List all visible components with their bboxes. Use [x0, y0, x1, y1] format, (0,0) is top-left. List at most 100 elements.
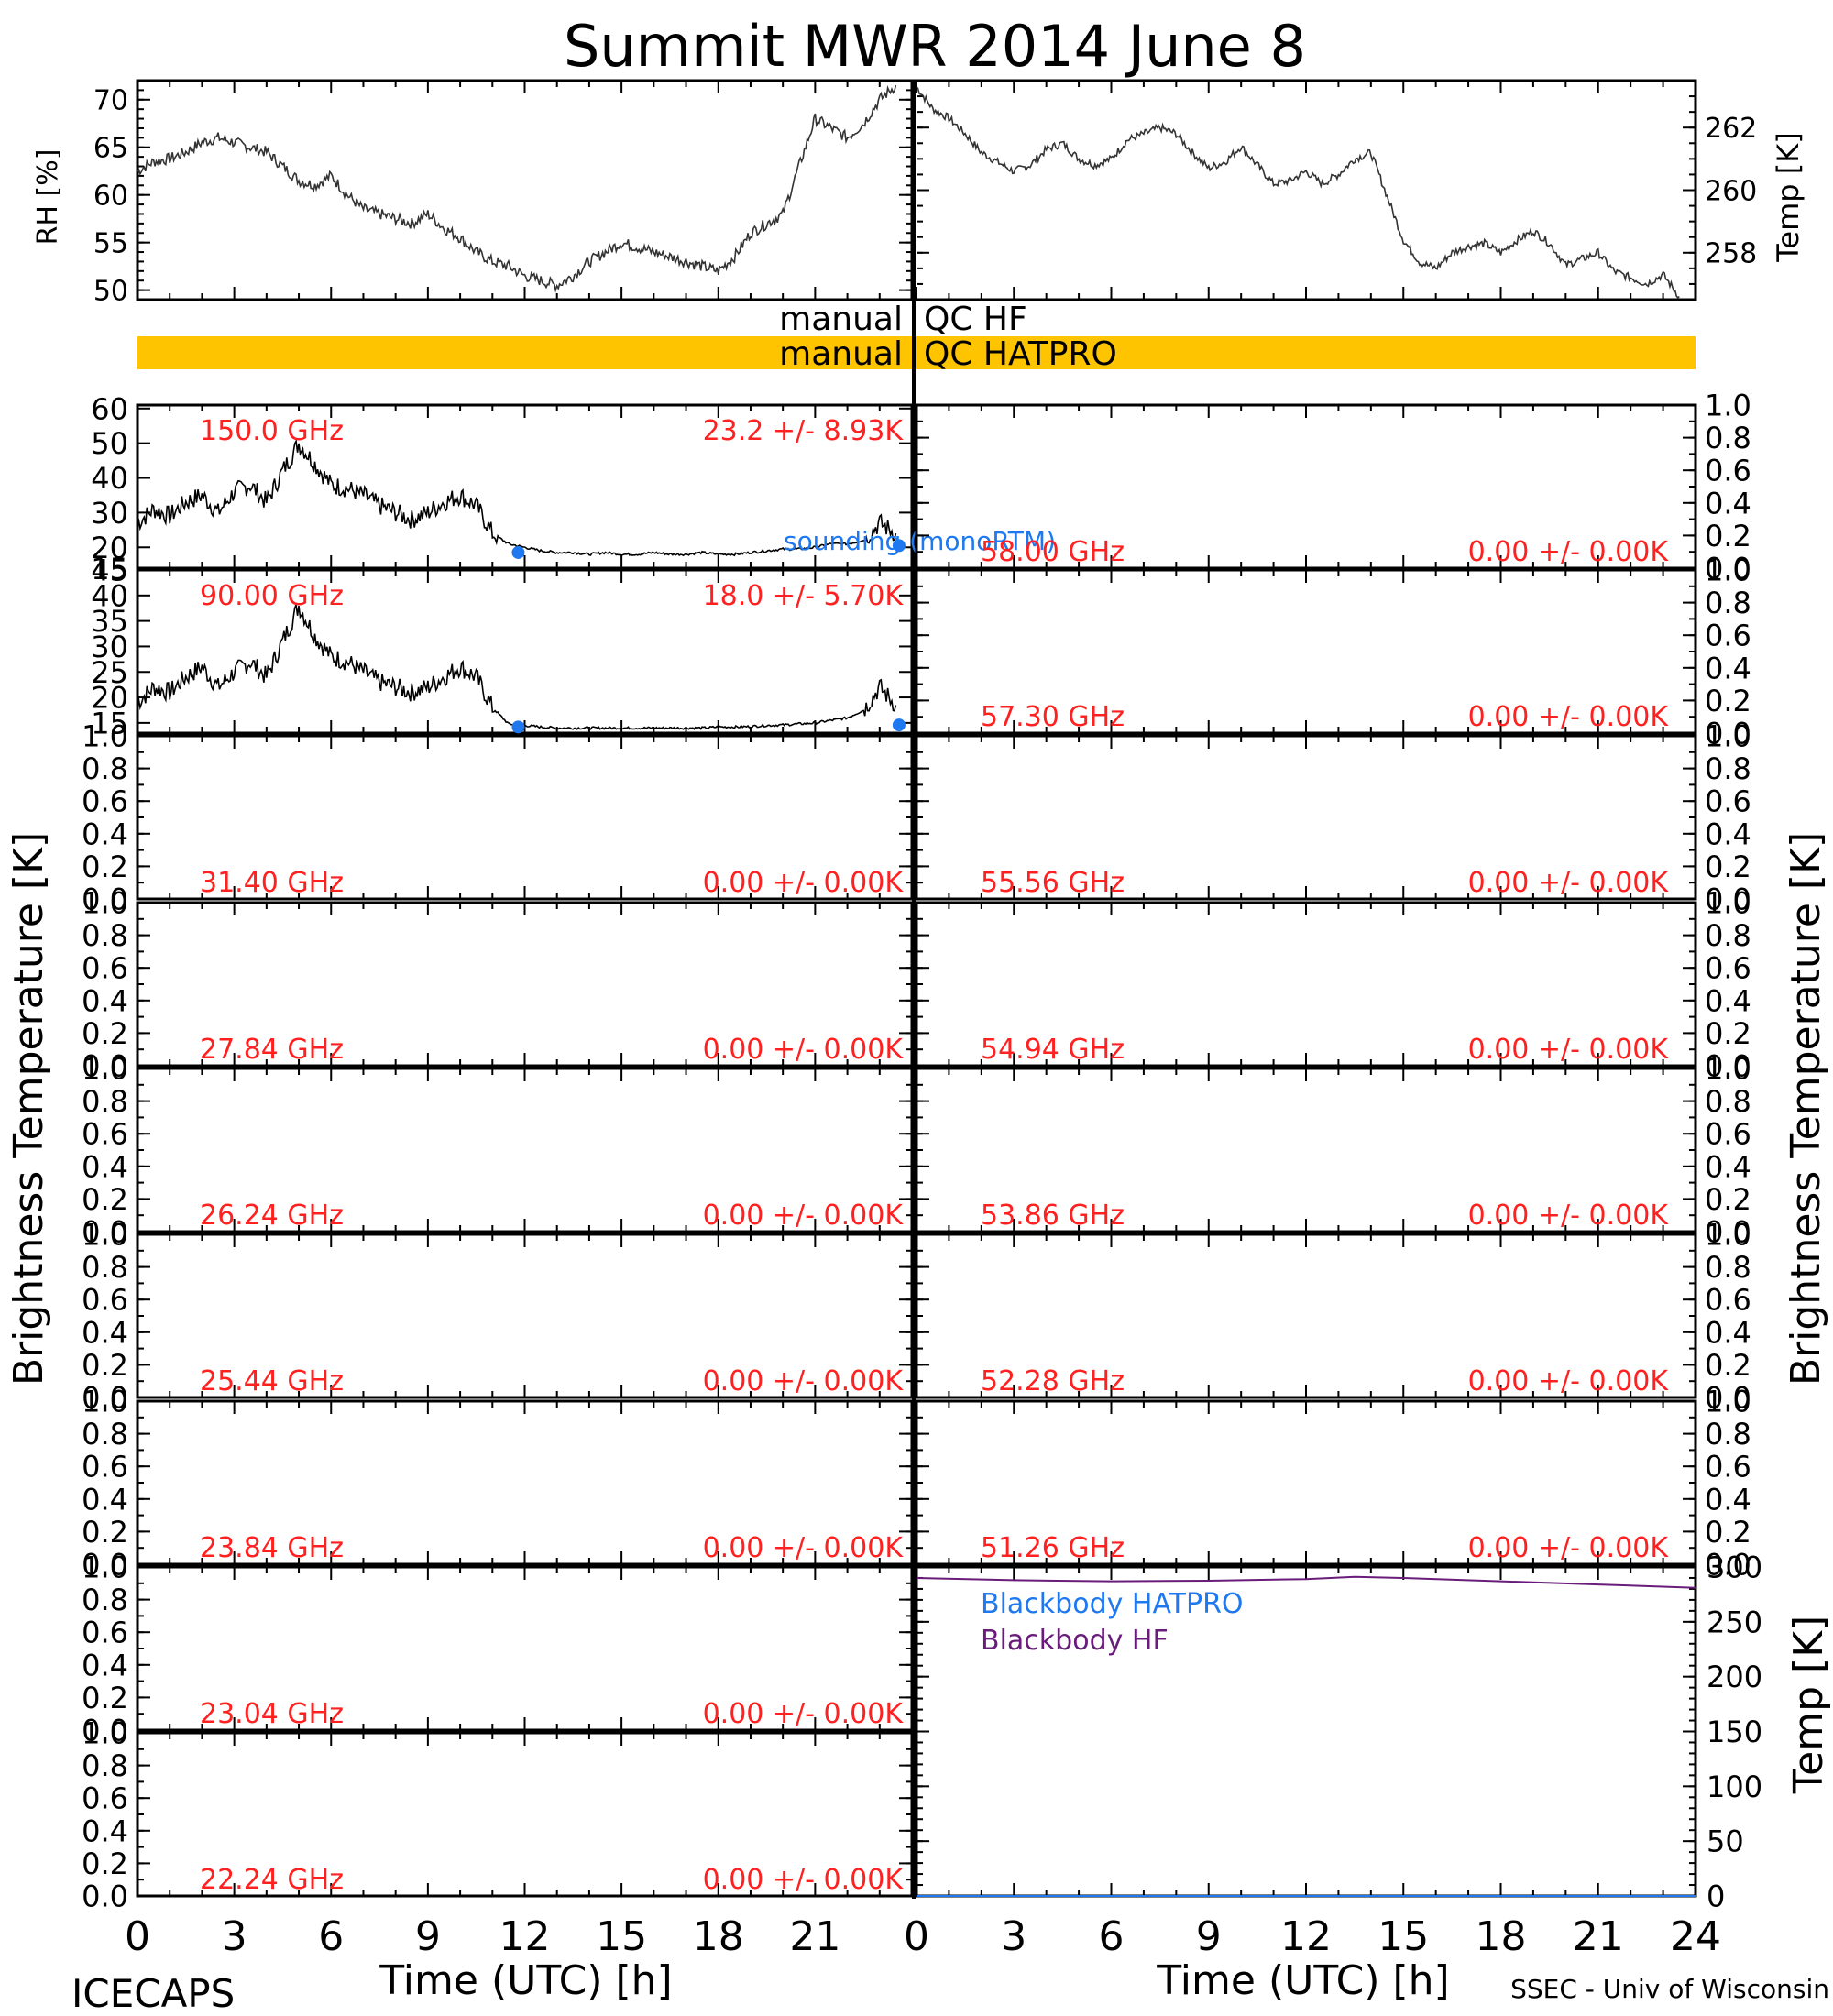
tb-tick-label: 0.0	[82, 882, 128, 917]
panel-x-ticks	[137, 405, 913, 568]
channel-stats: 0.00 +/- 0.00K	[703, 1365, 905, 1397]
tb-tick-label: 1.0	[1705, 389, 1751, 423]
tb-tick-label: 0.8	[1705, 918, 1751, 953]
channel-label: 51.26 GHz	[981, 1532, 1125, 1564]
qc-hf-left: manual	[779, 301, 903, 338]
tb-tick-label: 0.6	[1705, 619, 1751, 653]
panel-y-ticks	[137, 902, 912, 1067]
tb-tick-label: 0.4	[1705, 983, 1751, 1018]
tb-tick-label: 0.6	[1705, 1117, 1751, 1152]
x-tick-label: 9	[415, 1913, 441, 1960]
tb-tick-label: 0.2	[1705, 1182, 1751, 1217]
x-tick-label: 15	[596, 1913, 647, 1960]
tb-tick-label: 0.6	[82, 784, 128, 819]
temp-series	[916, 86, 1680, 299]
channel-label: 52.28 GHz	[981, 1365, 1125, 1397]
panel-y-ticks	[916, 902, 1696, 1067]
panel-y-ticks	[137, 1566, 912, 1731]
tb-tick-label: 45	[91, 553, 128, 588]
panel-x-ticks	[916, 570, 1696, 733]
tb-tick-label: 15	[91, 552, 128, 586]
tb-tick-label: 0.2	[82, 1515, 128, 1550]
tb-tick-label: 0.4	[1705, 816, 1751, 851]
panel-x-ticks	[137, 736, 913, 899]
bb-legend-1: Blackbody HF	[981, 1625, 1169, 1657]
tb-tick-label: 0.2	[82, 1681, 128, 1715]
tb-tick-label: 0.4	[82, 983, 128, 1018]
tb-tick-label: 0.0	[1705, 1215, 1751, 1250]
channel-stats: 18.0 +/- 5.70K	[703, 580, 905, 612]
tb-series	[137, 438, 897, 557]
channel-stats: 0.00 +/- 0.00K	[703, 867, 905, 899]
bb-tick-label: 50	[1707, 1824, 1744, 1859]
xlabel-right: Time (UTC) [h]	[1156, 1957, 1449, 2004]
tb-tick-label: 1.0	[1705, 1385, 1751, 1419]
tb-tick-label: 0.4	[1705, 1482, 1751, 1517]
tb-tick-label: 0.4	[82, 1648, 128, 1682]
tb-tick-label: 0.6	[82, 1117, 128, 1152]
x-tick-label: 21	[789, 1913, 840, 1960]
bb-tick-label: 100	[1707, 1769, 1762, 1804]
tb-tick-label: 0.8	[82, 751, 128, 786]
panel-x-ticks	[137, 1234, 913, 1397]
tb-tick-label: 0.0	[1705, 1049, 1751, 1084]
tb-tick-label: 0.8	[82, 918, 128, 953]
tb-tick-label: 0.6	[82, 1781, 128, 1816]
qc-hf-right: QC HF	[924, 301, 1027, 338]
panel-x-ticks	[137, 903, 913, 1066]
panel-y-ticks	[137, 735, 912, 900]
tb-tick-label: 0.4	[82, 1482, 128, 1517]
x-tick-label: 0	[125, 1913, 150, 1960]
rh-panel-frame	[136, 79, 914, 301]
bb-tick-label: 250	[1707, 1605, 1762, 1639]
channel-stats: 0.00 +/- 0.00K	[1468, 1365, 1670, 1397]
tb-tick-label: 0.4	[1705, 1149, 1751, 1184]
x-tick-label: 0	[904, 1913, 929, 1960]
channel-label: 150.0 GHz	[200, 415, 344, 447]
sounding-point	[511, 545, 525, 559]
tb-tick-label: 0.2	[1705, 519, 1751, 553]
tb-tick-label: 1.0	[1705, 1052, 1751, 1087]
tb-tick-label: 0.8	[1705, 1250, 1751, 1285]
sounding-point	[511, 720, 525, 734]
sounding-point	[892, 718, 906, 732]
tb-tick-label: 0.6	[82, 1450, 128, 1485]
channel-stats: 23.2 +/- 8.93K	[703, 415, 905, 447]
channel-label: 23.04 GHz	[200, 1698, 344, 1730]
x-tick-label: 18	[693, 1913, 744, 1960]
footer-ssec: SSEC - Univ of Wisconsin	[1510, 1974, 1829, 2004]
temp-panel-frame	[910, 79, 1697, 301]
footer-icecaps: ICECAPS	[71, 1971, 235, 2016]
tb-tick-label: 1.0	[82, 886, 128, 921]
rh-tick-label: 55	[93, 227, 128, 259]
panel-y-ticks	[137, 1068, 912, 1233]
tb-tick-label: 0.6	[1705, 1450, 1751, 1485]
tb-tick-label: 0.6	[82, 1616, 128, 1650]
bb-legend-0: Blackbody HATPRO	[981, 1588, 1244, 1620]
rh-tick-label: 50	[93, 275, 128, 307]
panel-y-ticks	[916, 1233, 1696, 1398]
x-tick-label: 9	[1196, 1913, 1222, 1960]
channel-stats: 0.00 +/- 0.00K	[703, 1200, 905, 1232]
channel-stats: 0.00 +/- 0.00K	[703, 1864, 905, 1896]
qc-band: manual QC HF manual QC HATPRO	[137, 301, 1696, 373]
channel-stats: 0.00 +/- 0.00K	[703, 1532, 905, 1564]
channel-label: 25.44 GHz	[200, 1365, 344, 1397]
tb-series	[137, 602, 897, 730]
channel-stats: 0.00 +/- 0.00K	[703, 1698, 905, 1730]
tb-tick-label: 0.0	[1705, 717, 1751, 751]
channel-label: 54.94 GHz	[981, 1034, 1125, 1066]
temp-axis-label: Temp [K]	[1771, 132, 1806, 262]
panel-y-ticks	[137, 1400, 912, 1565]
channel-stats: 0.00 +/- 0.00K	[1468, 1532, 1670, 1564]
channel-label: 27.84 GHz	[200, 1034, 344, 1066]
figure-title: Summit MWR 2014 June 8	[564, 13, 1306, 80]
tb-tick-label: 0.0	[82, 1548, 128, 1583]
channel-label: 26.24 GHz	[200, 1200, 344, 1232]
tb-tick-label: 1.0	[1705, 719, 1751, 754]
x-tick-label: 15	[1377, 1913, 1429, 1960]
bb-tick-label: 200	[1707, 1660, 1762, 1694]
tb-tick-label: 1.0	[82, 1385, 128, 1419]
tb-tick-label: 0.8	[1705, 421, 1751, 455]
